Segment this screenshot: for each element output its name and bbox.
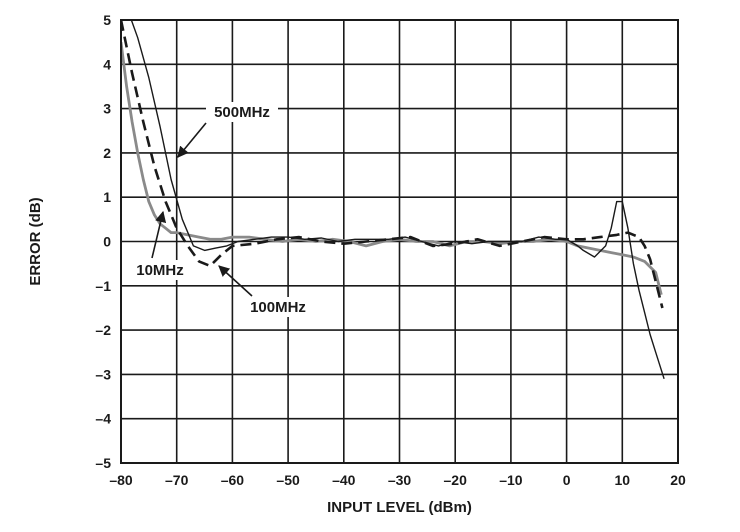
y-tick-label: 2 [103, 145, 111, 161]
x-axis-title: INPUT LEVEL (dBm) [327, 499, 472, 516]
y-tick-label: –1 [95, 278, 111, 294]
x-tick-label: –20 [444, 472, 468, 488]
annotation-arrow-10mhz [151, 210, 167, 259]
x-tick-label: –80 [109, 472, 133, 488]
y-tick-label: –2 [95, 322, 111, 338]
x-tick-labels: –80 –70 –60 –50 –40 –30 –20 –10 0 10 20 [109, 472, 686, 488]
y-tick-label: 3 [103, 101, 111, 117]
y-tick-label: –5 [95, 455, 111, 471]
series-line-500mhz [130, 20, 665, 380]
series-line-100mhz [121, 20, 664, 309]
annotation-bg [206, 102, 278, 122]
annotation-label-100mhz: 100MHz [250, 299, 306, 316]
x-tick-label: –30 [388, 472, 412, 488]
x-tick-label: –40 [332, 472, 356, 488]
x-tick-label: 10 [615, 472, 631, 488]
x-tick-label: 0 [563, 472, 571, 488]
y-tick-label: 0 [103, 234, 111, 250]
y-tick-label: 1 [103, 189, 111, 205]
y-tick-label: 4 [103, 56, 111, 72]
x-tick-label: –10 [499, 472, 523, 488]
x-tick-label: –60 [221, 472, 245, 488]
annotation-arrow-100mhz [218, 265, 253, 297]
plot-frame [120, 19, 679, 464]
y-tick-label: 5 [103, 12, 111, 28]
annotation-arrow-500mhz [177, 122, 207, 158]
x-tick-label: –70 [165, 472, 189, 488]
annotations: 500MHz 10MHz 100MHz [124, 102, 314, 317]
grid [120, 19, 679, 464]
annotation-label-500mhz: 500MHz [214, 104, 270, 121]
y-tick-label: –4 [95, 411, 111, 427]
x-tick-label: 20 [670, 472, 686, 488]
y-tick-label: –3 [95, 366, 111, 382]
series-line-10mhz [121, 42, 663, 296]
y-axis-title: ERROR (dB) [27, 197, 44, 285]
series-layer [121, 20, 665, 380]
annotation-label-10mhz: 10MHz [136, 262, 184, 279]
annotation-bg [242, 297, 314, 317]
x-tick-label: –50 [276, 472, 300, 488]
y-tick-labels: 5 4 3 2 1 0 –1 –2 –3 –4 –5 [95, 12, 111, 471]
annotation-bg [124, 260, 196, 280]
